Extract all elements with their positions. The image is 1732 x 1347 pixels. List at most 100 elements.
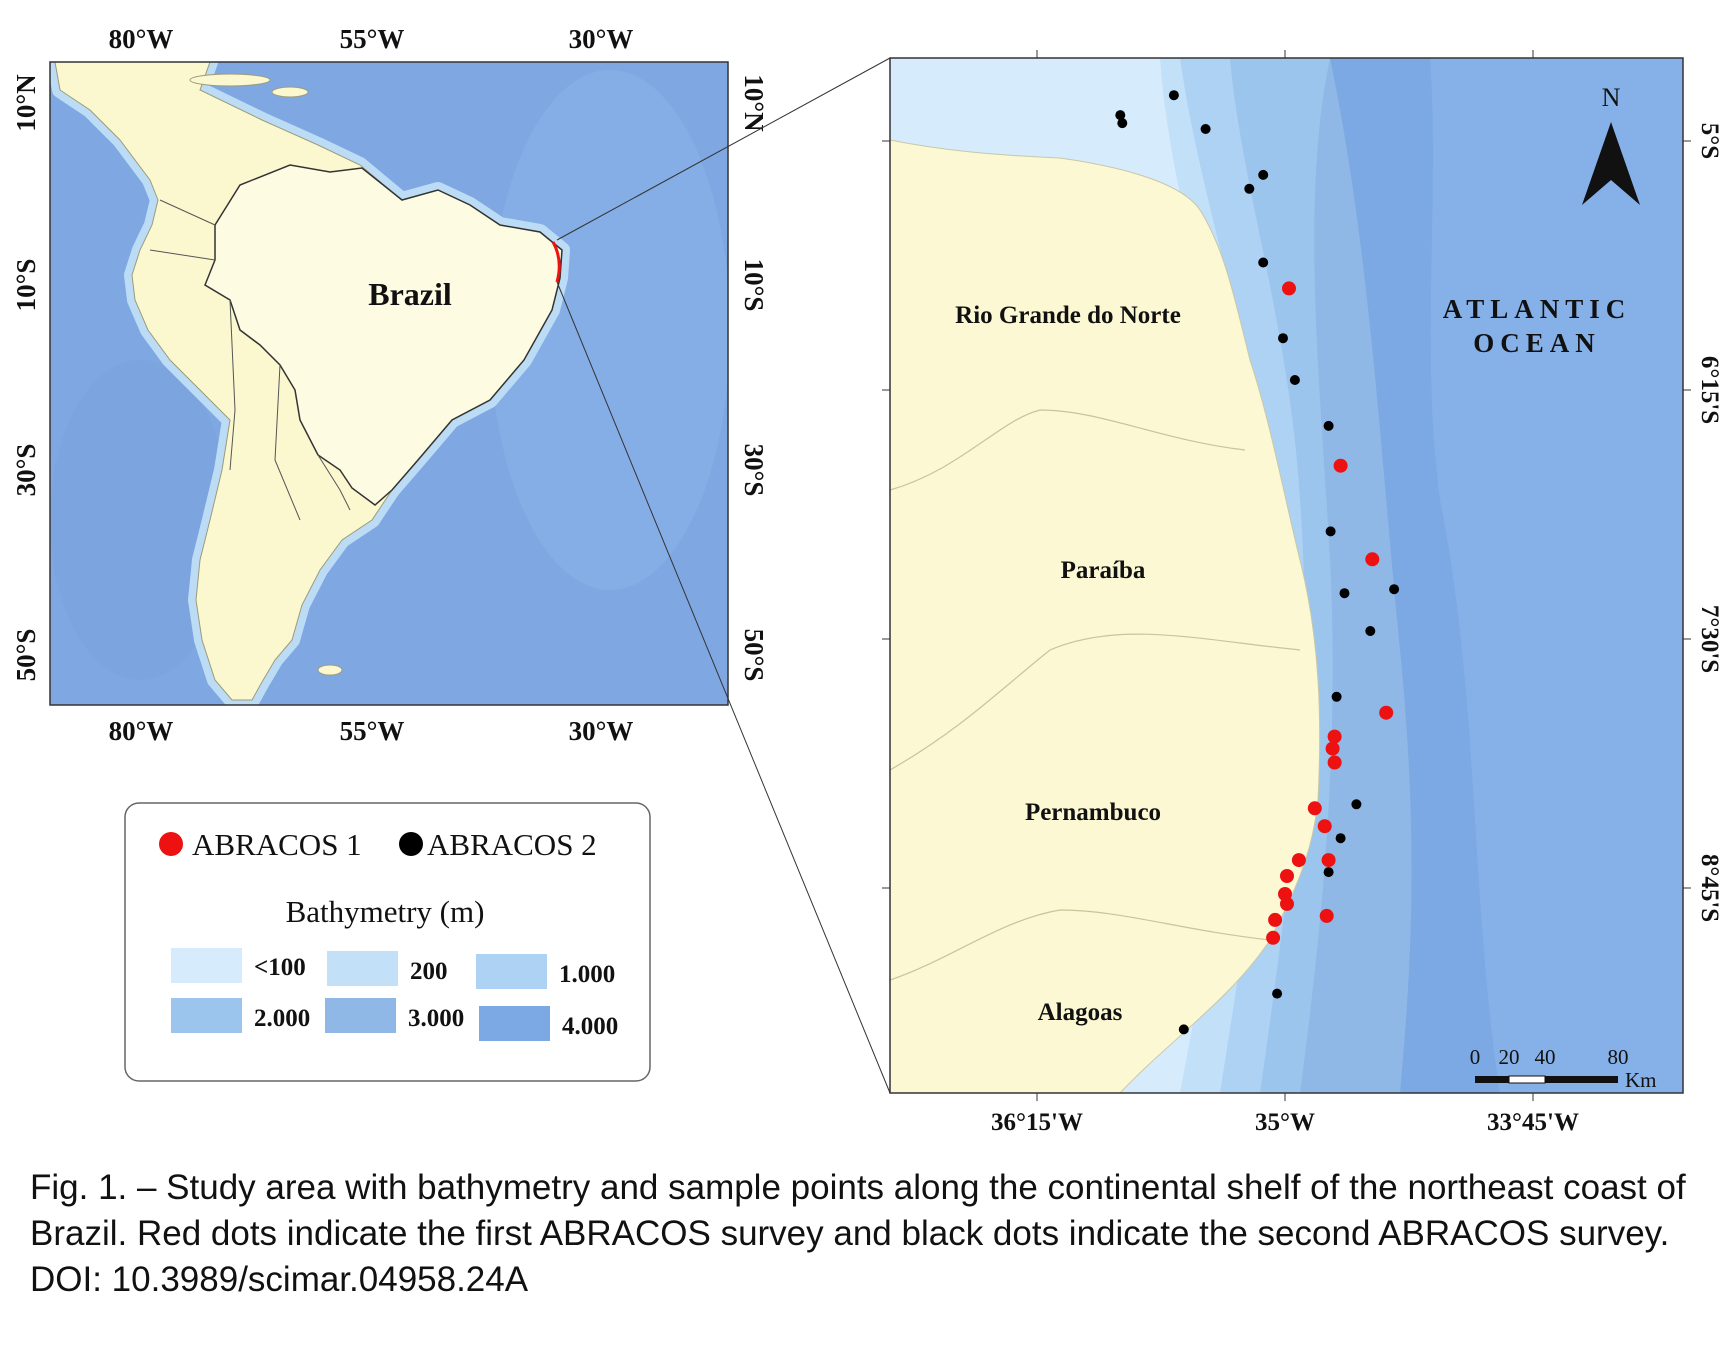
- scale-bar-unit: Km: [1625, 1068, 1657, 1092]
- abracos2-sample-point: [1258, 169, 1269, 180]
- overview-bottom-tick: 80°W: [109, 716, 174, 746]
- overview-map: Brazil 80°W 55°W 30°W 80°W 55°W 30°W 10°…: [11, 24, 769, 746]
- abracos2-sample-point: [1117, 118, 1128, 129]
- abracos1-sample-point: [1327, 755, 1342, 770]
- scale-bar-label: 80: [1608, 1045, 1629, 1069]
- detail-right-tick: 7°30'S: [1696, 605, 1723, 673]
- detail-right-tick: 8°45'S: [1696, 854, 1723, 922]
- overview-left-tick: 10°N: [11, 74, 41, 132]
- detail-bottom-tick: 36°15'W: [991, 1109, 1083, 1136]
- abracos1-sample-point: [1317, 819, 1332, 834]
- overview-left-tick: 30°S: [11, 444, 41, 497]
- overview-top-tick: 55°W: [340, 24, 405, 54]
- abracos2-sample-point: [1323, 420, 1334, 431]
- abracos2-sample-point: [1178, 1024, 1189, 1035]
- abracos1-sample-point: [1268, 912, 1283, 927]
- abracos2-sample-point: [1258, 257, 1269, 268]
- zoom-connector-bottom: [556, 281, 891, 1094]
- scale-bar-label: 40: [1535, 1045, 1556, 1069]
- north-arrow: N: [1582, 83, 1640, 205]
- detail-bottom-tick: 33°45'W: [1487, 1109, 1579, 1136]
- abracos1-sample-point: [1319, 908, 1334, 923]
- legend-class-label: 2.000: [254, 1005, 310, 1032]
- legend-swatch-200: [327, 951, 398, 986]
- abracos2-sample-point: [1389, 584, 1400, 595]
- overview-right-tick: 10°S: [739, 259, 769, 312]
- abracos1-points: [1266, 281, 1394, 945]
- abracos2-sample-point: [1351, 799, 1362, 810]
- abracos2-sample-point: [1278, 333, 1288, 344]
- legend-swatch-100: [171, 948, 242, 983]
- abracos2-sample-point: [1115, 110, 1126, 121]
- overview-top-tick: 80°W: [109, 24, 174, 54]
- ocean-label-line2: OCEAN: [1473, 328, 1601, 358]
- north-arrow-icon: [1582, 122, 1640, 205]
- abracos2-points: [1115, 90, 1400, 1035]
- detail-map: Rio Grande do Norte Paraíba Pernambuco A…: [882, 50, 1723, 1136]
- abracos2-sample-point: [1325, 526, 1336, 537]
- scale-bar-label: 20: [1499, 1045, 1520, 1069]
- legend-series2-label: ABRACOS 2: [427, 827, 597, 862]
- abracos1-sample-point: [1282, 281, 1296, 296]
- legend-swatch-3000: [325, 998, 396, 1033]
- abracos1-sample-point: [1266, 930, 1281, 945]
- abracos2-sample-point: [1335, 833, 1346, 844]
- abracos1-sample-point: [1280, 869, 1294, 883]
- scale-bar: 0 20 40 80 Km: [1470, 1045, 1657, 1092]
- abracos1-sample-point: [1280, 896, 1294, 911]
- abracos1-sample-point: [1321, 853, 1336, 868]
- legend: ABRACOS 1 ABRACOS 2 Bathymetry (m) <100 …: [124, 802, 651, 1082]
- overview-right-tick: 50°S: [739, 629, 769, 682]
- legend-series1-marker: [159, 832, 183, 856]
- legend-swatch-4000: [479, 1006, 550, 1041]
- abracos2-sample-point: [1323, 867, 1334, 878]
- legend-class-label: 200: [410, 958, 448, 985]
- abracos2-sample-point: [1244, 183, 1255, 194]
- legend-bathymetry-title: Bathymetry (m): [286, 894, 485, 929]
- legend-series2-marker: [399, 832, 423, 856]
- overview-left-tick: 10°S: [11, 259, 41, 312]
- detail-right-tick: 6°15'S: [1696, 356, 1723, 424]
- abracos1-sample-point: [1307, 801, 1322, 816]
- legend-class-label: 1.000: [559, 961, 615, 988]
- legend-swatch-1000: [476, 954, 547, 989]
- detail-right-tick: 5°S: [1696, 123, 1723, 159]
- country-label-brazil: Brazil: [368, 276, 452, 312]
- abracos2-sample-point: [1289, 375, 1300, 385]
- brazil-territory: [204, 164, 563, 506]
- state-borders: [890, 409, 1301, 981]
- abracos2-sample-point: [1365, 626, 1376, 636]
- abracos1-sample-point: [1365, 552, 1380, 567]
- overview-left-tick: 50°S: [11, 629, 41, 682]
- abracos2-sample-point: [1168, 90, 1179, 101]
- abracos1-sample-point: [1379, 705, 1394, 720]
- abracos1-sample-point: [1327, 729, 1342, 744]
- ocean-label-line1: ATLANTIC: [1443, 294, 1632, 324]
- state-label-pernambuco: Pernambuco: [1025, 799, 1161, 826]
- abracos2-sample-point: [1200, 124, 1211, 134]
- overview-right-tick: 10°N: [739, 74, 769, 132]
- legend-class-label: 3.000: [408, 1005, 464, 1032]
- abracos2-sample-point: [1272, 988, 1283, 999]
- legend-swatch-2000: [171, 998, 242, 1033]
- legend-class-label: <100: [254, 954, 306, 981]
- figure-caption: Fig. 1. – Study area with bathymetry and…: [30, 1168, 1686, 1299]
- study-area-marker: [551, 241, 561, 283]
- zoom-connector-top: [556, 57, 891, 241]
- detail-bottom-tick: 35°W: [1255, 1109, 1315, 1136]
- country-borders: [149, 199, 351, 521]
- abracos2-sample-point: [1331, 691, 1342, 702]
- scale-bar-label: 0: [1470, 1045, 1481, 1069]
- abracos1-sample-point: [1291, 853, 1306, 868]
- legend-series1-label: ABRACOS 1: [192, 827, 362, 862]
- abracos1-sample-point: [1333, 458, 1348, 473]
- state-label-rio-grande-do-norte: Rio Grande do Norte: [955, 302, 1181, 329]
- overview-bottom-tick: 55°W: [340, 716, 405, 746]
- abracos1-sample-point: [1325, 741, 1340, 756]
- state-label-paraiba: Paraíba: [1061, 557, 1146, 584]
- abracos2-sample-point: [1339, 588, 1350, 599]
- state-label-alagoas: Alagoas: [1038, 999, 1123, 1026]
- overview-top-tick: 30°W: [569, 24, 634, 54]
- legend-class-label: 4.000: [562, 1013, 618, 1040]
